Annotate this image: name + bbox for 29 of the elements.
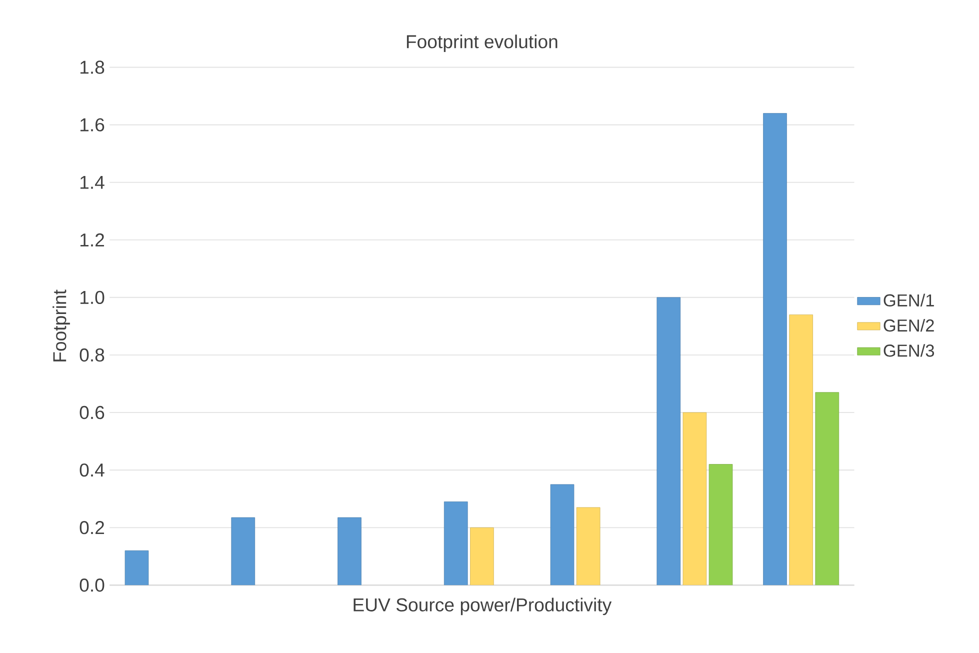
legend-label: GEN/2 xyxy=(884,318,934,332)
legend-label: GEN/1 xyxy=(884,294,934,306)
bar xyxy=(763,113,787,586)
bar xyxy=(656,297,681,586)
legend-label: GEN/3 xyxy=(884,344,934,357)
bar xyxy=(682,412,707,586)
y-axis-title: Footprint xyxy=(52,290,70,362)
y-tick-label: 0.4 xyxy=(80,463,104,477)
bar xyxy=(789,314,813,586)
x-axis-title: EUV Source power/Productivity xyxy=(354,598,612,616)
bar xyxy=(550,484,574,586)
bar xyxy=(338,517,362,586)
bar xyxy=(124,550,149,586)
y-tick-label: 1.8 xyxy=(80,60,104,74)
bar xyxy=(815,392,840,586)
bar xyxy=(231,517,256,586)
y-tick-label: 1.6 xyxy=(80,118,104,132)
bar xyxy=(444,501,468,586)
bar xyxy=(708,464,733,586)
chart-title: Footprint evolution xyxy=(406,34,558,52)
y-tick-label: 1.4 xyxy=(80,176,104,189)
y-tick-label: 0.6 xyxy=(80,406,104,420)
y-tick-label: 0.2 xyxy=(80,520,104,534)
bar xyxy=(576,507,600,586)
y-tick-label: 0.8 xyxy=(80,348,104,362)
y-tick-label: 1.0 xyxy=(80,290,104,304)
y-tick-label: 0.0 xyxy=(80,578,104,592)
bar xyxy=(470,527,494,586)
y-tick-label: 1.2 xyxy=(80,233,104,246)
